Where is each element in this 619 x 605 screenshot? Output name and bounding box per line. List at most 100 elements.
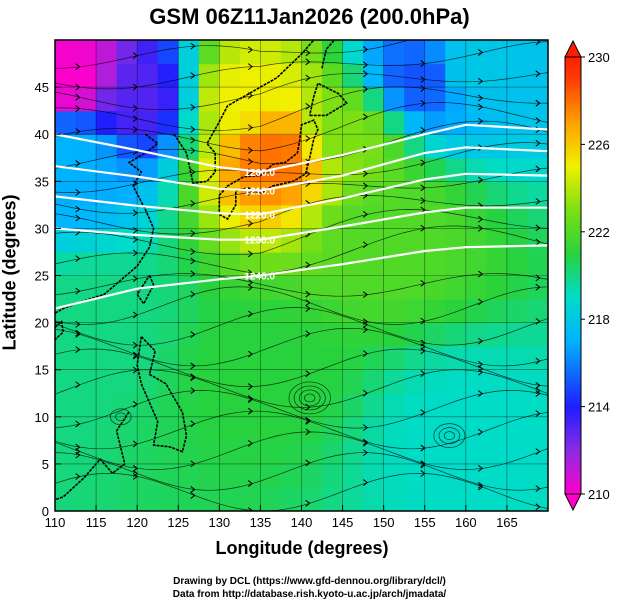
field-cell	[322, 134, 344, 159]
field-cell	[301, 63, 323, 88]
flow-arrow	[362, 318, 369, 325]
field-cell	[239, 40, 261, 65]
field-cell	[157, 251, 179, 277]
field-cell	[342, 63, 364, 88]
flow-arrow	[477, 103, 484, 111]
chart-title: GSM 06Z11Jan2026 (200.0hPa)	[149, 4, 470, 29]
field-cell	[219, 322, 241, 347]
flow-arrow	[535, 283, 541, 291]
field-cell	[281, 181, 303, 206]
field-cell	[383, 369, 405, 394]
field-cell	[178, 440, 200, 465]
field-cell	[506, 110, 528, 135]
flow-arrow	[477, 77, 484, 85]
field-cell	[486, 228, 508, 253]
flow-arrow	[535, 382, 541, 389]
field-cell	[506, 393, 528, 418]
field-cell	[445, 181, 467, 206]
field-cell	[198, 87, 220, 112]
flow-arrow	[362, 449, 369, 457]
field-cell	[178, 487, 200, 511]
contour-line	[55, 244, 548, 310]
field-cell	[486, 346, 508, 371]
eddy-streamline	[293, 385, 326, 411]
contour-line	[55, 146, 548, 192]
field-cell	[465, 393, 487, 418]
field-cell	[363, 463, 385, 489]
field-cell	[198, 440, 220, 465]
x-tick-label: 155	[414, 515, 436, 530]
colorbar-tick-label: 230	[588, 50, 610, 65]
y-tick-label: 30	[35, 221, 49, 236]
field-cell	[96, 251, 118, 277]
flow-arrow	[535, 357, 541, 365]
coastline	[308, 82, 348, 117]
field-cell	[342, 299, 364, 324]
field-cell	[239, 440, 261, 465]
field-cell	[260, 251, 282, 277]
flow-arrow	[362, 241, 369, 249]
field-cell	[260, 40, 282, 65]
field-cell	[404, 251, 426, 277]
field-cell	[281, 322, 303, 347]
colorbar-bottom-arrow	[564, 493, 582, 512]
field-cell	[75, 251, 97, 277]
field-cell	[137, 487, 159, 511]
field-cell	[506, 63, 528, 88]
field-cell	[486, 110, 508, 135]
flow-arrow	[75, 346, 81, 354]
field-cell	[301, 204, 323, 229]
field-cell	[96, 440, 118, 465]
field-cell	[178, 299, 200, 324]
field-cell	[363, 251, 385, 277]
field-cell	[178, 369, 200, 394]
field-cell	[198, 228, 220, 253]
flow-arrow	[535, 274, 541, 282]
flow-arrow	[305, 49, 311, 57]
flow-arrow	[132, 209, 139, 217]
field-cell	[75, 346, 97, 371]
field-cell	[96, 157, 118, 182]
field-cell	[198, 369, 220, 394]
field-cell	[137, 87, 159, 112]
field-cell	[363, 487, 385, 511]
colorbar: 210 214 218 222 226 230	[564, 39, 610, 512]
flow-arrow	[132, 249, 139, 257]
field-cell	[157, 463, 179, 489]
field-cell	[363, 63, 385, 88]
flow-arrow	[247, 158, 254, 166]
field-cell	[322, 275, 344, 300]
field-cell	[465, 228, 487, 253]
field-cell	[260, 416, 282, 441]
field-cell	[219, 346, 241, 371]
flow-arrow	[535, 390, 541, 397]
field-cell	[239, 463, 261, 489]
flow-arrow	[535, 448, 541, 456]
flow-arrow	[75, 128, 81, 135]
field-cell	[239, 87, 261, 112]
field-cell	[424, 487, 446, 511]
field-cell	[322, 440, 344, 465]
flow-arrow	[75, 473, 81, 480]
y-tick-label: 0	[42, 504, 49, 519]
flow-arrow	[132, 115, 139, 123]
flow-arrow	[477, 390, 484, 397]
field-cell	[75, 40, 97, 65]
field-cell	[342, 322, 364, 347]
field-cell	[281, 87, 303, 112]
field-cell	[486, 393, 508, 418]
field-cell	[404, 204, 426, 229]
field-cell	[342, 134, 364, 159]
field-cell	[424, 463, 446, 489]
field-cell	[445, 134, 467, 159]
field-cell	[424, 275, 446, 300]
flow-arrow	[132, 126, 139, 133]
field-cell	[239, 487, 261, 511]
field-cell	[96, 346, 118, 371]
field-cell	[301, 181, 323, 206]
flow-arrow	[477, 360, 484, 368]
y-tick-label: 20	[35, 316, 49, 331]
field-cell	[363, 416, 385, 441]
flow-arrow	[305, 330, 311, 338]
colorbar-tick-label: 210	[588, 487, 610, 502]
